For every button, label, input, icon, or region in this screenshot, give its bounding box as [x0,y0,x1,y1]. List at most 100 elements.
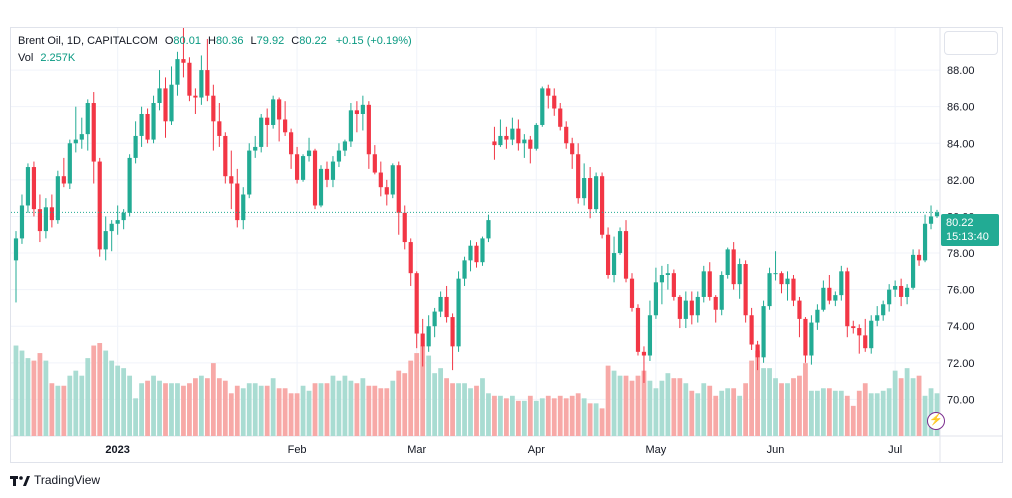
volume-bar [240,388,246,436]
volume-bar [856,390,862,436]
candle-body [67,143,72,184]
candle-body [265,117,270,125]
volume-bar [372,385,378,436]
candle-body [725,249,730,275]
volume-bar [342,375,348,436]
volume-bar [288,393,294,436]
volume-bar [785,383,790,436]
high-value: 80.36 [215,35,244,47]
volume-bar [880,390,886,436]
low-value: 79.92 [256,35,285,47]
tradingview-logo-icon [10,474,30,486]
volume-bar [300,385,306,436]
candle-body [61,176,66,184]
last-price-value: 80.22 [946,217,974,229]
chart-frame [10,27,1003,463]
candle-body [366,104,371,155]
candle-body [378,172,383,188]
volume-bar [468,388,473,436]
candle-body [97,161,102,250]
candle-body [845,271,850,327]
candle-body [408,242,413,274]
candle-body [396,165,401,213]
volume-bar [264,385,270,436]
candle-body [91,103,96,162]
candle-body [809,322,814,356]
candle-body [49,207,54,221]
candle-body [779,273,784,285]
close-value: 80.22 [299,35,327,47]
volume-bar [551,398,557,436]
volume-bar [480,378,485,436]
volume-bar [653,388,659,436]
volume-bar [181,385,186,436]
volume-bar [575,393,581,436]
candle-body [324,168,330,180]
volume-bar [408,360,414,436]
candle-body [354,110,359,114]
scale-settings-box[interactable] [944,31,998,55]
volume-bar [844,395,850,436]
candle-body [863,335,868,349]
volume-bar [527,395,533,436]
candle-body [701,271,706,297]
volume-bar [803,363,808,436]
volume-bar [318,383,324,436]
volume-bar [157,380,162,436]
lightning-icon[interactable]: ⚡ [927,412,945,430]
candle-body [653,282,659,316]
candle-body [899,285,904,297]
volume-bar [193,378,198,436]
volume-bar [689,390,695,436]
candle-body [462,260,467,279]
candle-body [79,134,84,140]
candle-body [504,135,509,140]
candle-body [37,209,43,232]
candle-body [522,139,527,144]
y-tick-label: 76.00 [947,285,975,297]
candle-body [761,306,766,358]
volume-bar [521,400,527,436]
volume-bar [175,383,180,436]
candle-body [576,154,581,199]
x-tick-label: Jul [888,444,902,456]
candle-body [259,117,264,147]
volume-bar [725,388,731,436]
volume-legend: Vol 2.257K [18,52,75,64]
volume-bar [133,398,138,436]
brand-name: TradingView [34,473,101,487]
candle-body [450,317,455,347]
candle-body [300,156,306,180]
volume-bar [228,393,234,436]
footer-brand[interactable]: TradingView [10,471,100,489]
volume-bar [276,388,282,436]
volume-bar [450,383,455,436]
candle-body [193,95,198,98]
candle-body [516,128,521,144]
volume-bar [103,350,109,436]
candle-body [916,254,922,261]
volume-bar [874,393,880,436]
candle-body [851,326,856,329]
candle-body [474,245,479,263]
candle-body [833,295,838,301]
candle-body [360,104,365,114]
candle-body [755,344,760,358]
y-tick-label: 84.00 [947,138,975,150]
candle-body [558,108,563,127]
candle-body [510,128,515,140]
candle-body [31,167,37,210]
volume-bar [432,373,438,436]
change-value: +0.15 (+0.19%) [335,35,412,47]
open-label: O [164,35,174,47]
candle-body [318,168,324,206]
volume-bar [127,375,133,436]
vol-label: Vol [18,52,34,64]
close-label: C [291,35,300,47]
volume-bar [294,393,300,436]
candle-body [73,139,78,144]
candle-body [605,234,611,275]
candle-body [564,126,569,144]
candle-body [223,135,228,177]
